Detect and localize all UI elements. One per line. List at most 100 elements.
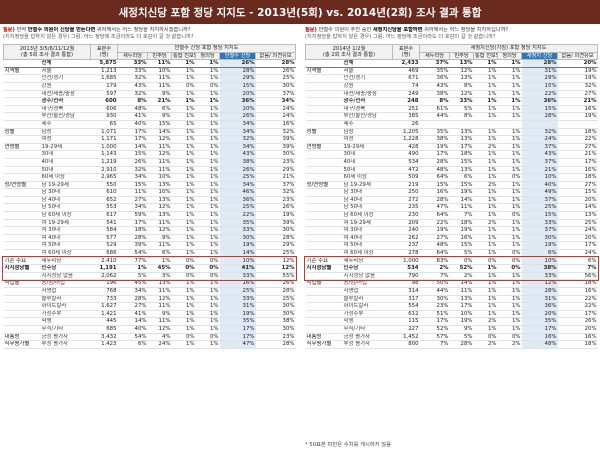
cell-value: 27% (117, 302, 148, 311)
cell-value: 15% (521, 82, 558, 91)
cell-value: 1% (497, 150, 522, 159)
cell-value: 44% (419, 112, 450, 121)
table-row: 여 50대 529 39% 11% 1% 1% 19% 29% (3, 241, 296, 251)
row-category (3, 120, 41, 129)
row-sample-size: 2,965 (90, 173, 118, 182)
question-text-b: 귀하께서는 어느 정당을 지지하시겠습니까? (95, 27, 191, 33)
cell-value: 52% (419, 325, 450, 334)
cell-value: 46% (219, 188, 256, 197)
cell-value: 13% (449, 166, 474, 175)
row-category: 연령별 (3, 142, 41, 152)
cell-value: 1% (171, 317, 196, 326)
cell-value: 1% (171, 59, 196, 68)
cell-value: 12% (255, 256, 296, 266)
row-category (305, 105, 343, 114)
row-category (3, 249, 41, 258)
cell-value: 15% (147, 120, 172, 129)
cell-value: 26% (255, 279, 296, 288)
row-label: 제주 (342, 120, 393, 129)
cell-value: 1% (195, 158, 220, 167)
row-label: 남성 (40, 127, 91, 137)
row-category (305, 97, 343, 106)
cell-value: 2% (473, 340, 498, 349)
row-label: 새누리당 (342, 256, 393, 266)
cell-value: 28% (255, 287, 296, 296)
cell-value: 21% (557, 97, 598, 106)
row-category: 직무평가별 (3, 340, 41, 349)
cell-value: 1% (473, 188, 498, 197)
row-label: 여성 (342, 135, 393, 144)
row-label: 무직/기타 (342, 325, 393, 334)
table-row: 40대 1,219 26% 11% 1% 1% 38% 23% (3, 158, 296, 167)
table-row: 40대 534 28% 15% 1% 1% 37% 17% (305, 158, 598, 167)
cell-value: 1% (497, 317, 522, 326)
cell-value: 0% (171, 256, 196, 266)
cell-value: 0% (171, 82, 196, 91)
row-label: 남 30대 (40, 188, 91, 197)
cell-value: 19% (255, 211, 296, 220)
cell-value: 0% (195, 264, 220, 273)
cell-value: 0% (497, 264, 522, 273)
table-row: 60세 이상 2,965 34% 10% 1% 1% 25% 21% (3, 173, 296, 182)
row-sample-size: 600 (90, 97, 118, 106)
table-row: 연령별 19-29세 1,000 14% 11% 1% 1% 34% 39% (3, 142, 296, 152)
cell-value: 18% (449, 150, 474, 159)
row-label: 남 19-29세 (342, 180, 393, 190)
row-category (3, 295, 41, 304)
row-sample-size: 1,205 (392, 127, 420, 137)
cell-value: 17% (449, 142, 474, 152)
cell-value: 12% (147, 135, 172, 144)
row-sample-size: 472 (392, 166, 420, 175)
cell-value: 28% (521, 112, 558, 121)
cell-value: 1% (497, 135, 522, 144)
cell-value: 48% (419, 241, 450, 251)
cell-value: 1% (473, 279, 498, 288)
cell-value: 9% (147, 112, 172, 121)
table-row: 전체 5,875 33% 11% 1% 1% 26% 28% (3, 59, 296, 68)
cell-value: 24% (147, 340, 172, 349)
cell-value: 1% (171, 105, 196, 114)
cell-value: 6% (117, 340, 148, 349)
table-row: 화이트칼라 554 23% 17% 1% 1% 36% 22% (305, 302, 598, 311)
cell-value: 1% (195, 59, 220, 68)
row-sample-size: 65 (90, 120, 118, 129)
table-row: 자영업 314 44% 11% 1% 1% 28% 16% (305, 287, 598, 296)
cell-value: 27% (557, 180, 598, 190)
cell-value: 1% (195, 135, 220, 144)
cell-value: 1% (473, 211, 498, 220)
cell-value: 1% (171, 226, 196, 235)
cell-value: 10% (449, 310, 474, 319)
cell-value: 1% (195, 120, 220, 129)
cell-value: 16% (557, 287, 598, 296)
row-sample-size: 1,421 (90, 310, 118, 319)
row-sample-size: 1,191 (90, 264, 118, 273)
page-title: 새정치신당 포함 정당 지지도 - 2013년(5회) vs. 2014년(2회… (0, 0, 600, 24)
row-sample-size: 219 (392, 180, 420, 190)
table-row: 여 40대 577 28% 9% 1% 1% 30% 28% (3, 234, 296, 243)
cell-value: 1% (473, 166, 498, 175)
right-panel-2014: 질문) 안철수 의원이 추진 중인 새정치신당을 포함하면 귀하께서는 어느 정… (305, 27, 599, 349)
row-sample-size: 227 (392, 325, 420, 334)
cell-value: 1% (171, 249, 196, 258)
row-category (305, 241, 343, 251)
col-header: 새누리당 (419, 51, 450, 61)
cell-value: 45% (117, 279, 148, 288)
table-row: 남 50대 553 34% 12% 1% 1% 25% 26% (3, 203, 296, 213)
cell-value: 28% (255, 59, 296, 68)
cell-value: 33% (219, 226, 256, 235)
row-label: 40대 (342, 158, 393, 167)
cell-value: 1% (171, 142, 196, 152)
cell-value: 1% (195, 325, 220, 334)
cell-value: 1% (473, 203, 498, 213)
right-data-table: 2014년 1/2월 (총 2회 조사 결과 통합) 표본수 (명) 새정치신당(가… (305, 43, 599, 349)
cell-value: 2% (473, 219, 498, 228)
cell-value: 1% (497, 203, 522, 213)
cell-value: 64% (419, 211, 450, 220)
cell-value: 1% (473, 158, 498, 167)
cell-value: 11% (147, 241, 172, 251)
group-header: 새정치신당(가칭) 포함 정당 지지도 (418, 44, 599, 53)
cell-value: 25% (219, 173, 256, 182)
cell-value: 11% (147, 317, 172, 326)
cell-value: 1% (195, 340, 220, 349)
cell-value: 6% (557, 256, 598, 266)
